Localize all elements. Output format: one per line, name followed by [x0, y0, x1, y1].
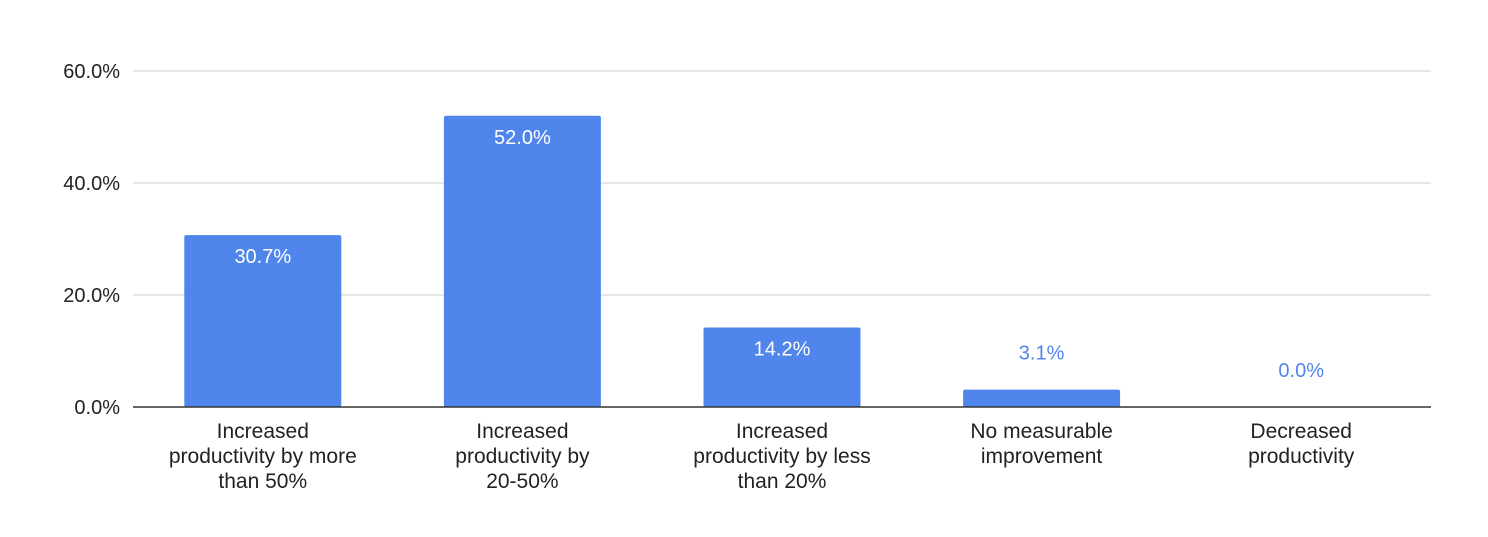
- x-axis-category-labels: Increased productivity by more than 50%Inc…: [169, 420, 1355, 493]
- x-tick-label: Decreased productivity: [1248, 420, 1355, 468]
- data-label: 14.2%: [754, 338, 811, 360]
- x-tick-label-line: Increased: [736, 420, 828, 443]
- x-tick-label-line: improvement: [981, 445, 1103, 468]
- x-tick-label: No measurable improvement: [970, 420, 1112, 468]
- bar: [184, 235, 342, 407]
- data-label: 52.0%: [494, 127, 551, 149]
- x-tick-label: Increased productivity by less than 20%: [693, 420, 870, 493]
- bar: [963, 389, 1121, 407]
- x-tick-label-line: Increased: [476, 420, 568, 443]
- x-tick-label-line: productivity by: [455, 445, 590, 468]
- x-tick-label-line: 20-50%: [486, 470, 558, 493]
- bar: [703, 327, 861, 407]
- y-tick-label: 60.0%: [63, 61, 120, 83]
- data-label: 30.7%: [234, 246, 291, 268]
- x-tick-label-line: than 20%: [738, 470, 827, 493]
- x-tick-label: Increased productivity by more than 50%: [169, 420, 357, 493]
- x-tick-label-line: productivity by more: [169, 445, 357, 468]
- grid-lines: [133, 70, 1431, 296]
- data-labels: 30.7% 52.0% 14.2% 3.1% 0.0%: [234, 127, 1324, 382]
- x-tick-label-line: No measurable: [970, 420, 1112, 443]
- data-label: 0.0%: [1278, 360, 1324, 382]
- y-tick-label: 20.0%: [63, 285, 120, 307]
- bar: [443, 115, 601, 408]
- y-axis-tick-labels: 0.0% 20.0% 40.0% 60.0%: [63, 61, 120, 419]
- x-tick-label-line: Increased: [217, 420, 309, 443]
- x-tick-label: Increased productivity by 20-50%: [455, 420, 590, 493]
- y-tick-label: 0.0%: [74, 397, 120, 419]
- y-tick-label: 40.0%: [63, 173, 120, 195]
- bars: [184, 115, 1121, 408]
- x-tick-label-line: productivity by less: [693, 445, 870, 468]
- data-label: 3.1%: [1019, 343, 1065, 365]
- x-tick-label-line: than 50%: [218, 470, 307, 493]
- x-tick-label-line: productivity: [1248, 445, 1355, 468]
- x-tick-label-line: Decreased: [1250, 420, 1352, 443]
